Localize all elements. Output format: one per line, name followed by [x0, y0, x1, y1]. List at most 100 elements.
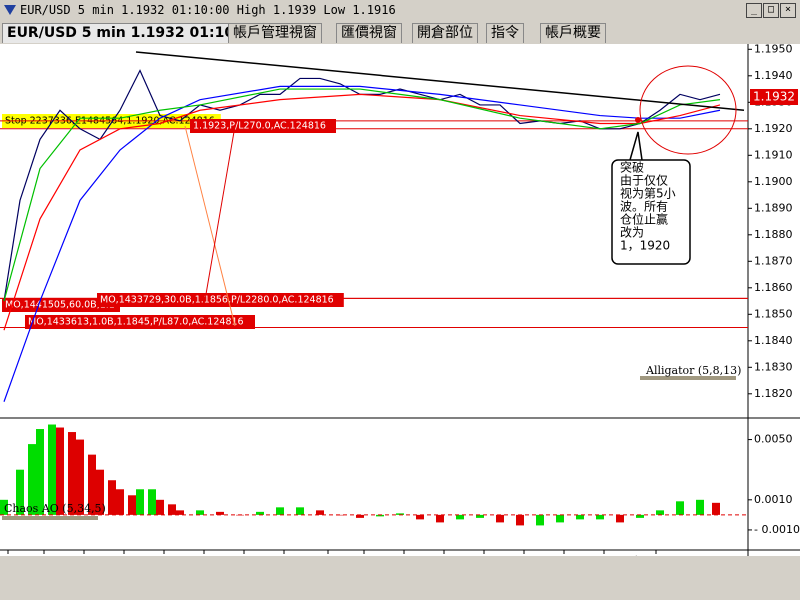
ao-bar — [712, 502, 720, 515]
order-label-box — [97, 293, 344, 307]
window-title: EUR/USD 5 min 1.1932 01:10:00 High 1.193… — [20, 3, 396, 17]
x-tick-label: 21:50 — [548, 555, 580, 556]
x-tick-label: 15:45 — [268, 555, 300, 556]
x-tick-label: 20:10 — [468, 555, 500, 556]
note-line: 突破 — [620, 160, 644, 175]
x-tick-label: 21:00 — [508, 555, 540, 556]
x-tick-label: 10:40 — [28, 555, 60, 556]
x-tick-label: 18:30 — [388, 555, 420, 556]
ao-bar — [696, 499, 704, 515]
alligator-line — [3, 85, 721, 402]
order-label-box — [190, 119, 336, 133]
y-tick-label: 1.1880 — [754, 228, 793, 241]
y-tick-label: 1.1830 — [754, 360, 793, 373]
y-tick-label: 0.0010 — [754, 493, 793, 506]
alligator-line — [3, 88, 721, 302]
ao-bar — [276, 507, 284, 515]
ao-bar — [516, 514, 524, 526]
ao-bar — [88, 454, 96, 515]
ao-bar — [68, 432, 76, 515]
x-tick-label: 19:20 — [428, 555, 460, 556]
ao-bar — [576, 514, 584, 520]
ao-bar — [496, 514, 504, 523]
note-line: 由于仅仅 — [620, 174, 668, 188]
current-price-label: 1.1932 — [753, 90, 795, 104]
y-tick-label: 1.1950 — [754, 44, 793, 55]
ao-bar — [476, 514, 484, 518]
y-tick-label: 1.1850 — [754, 307, 793, 320]
ao-bar — [676, 501, 684, 515]
x-tick-label: 14:55 — [228, 555, 260, 556]
alligator-line — [3, 93, 721, 331]
y-tick-label: 1.1870 — [754, 254, 793, 267]
ao-bar — [28, 444, 36, 515]
ao-bar — [216, 511, 224, 515]
ao-bar — [356, 514, 364, 518]
order-label: 1.1923,P/L270.0,AC.124816 — [193, 121, 326, 132]
tab[interactable]: 帳戶概要 — [540, 23, 606, 43]
ao-bar — [456, 514, 464, 520]
ao-bar — [316, 510, 324, 515]
y-tick-label: 1.1820 — [754, 387, 793, 400]
title-bar: EUR/USD 5 min 1.1932 01:10:00 High 1.193… — [0, 0, 800, 21]
ao-bar — [136, 489, 144, 515]
ao-bar — [176, 510, 184, 515]
ao-bar — [536, 514, 544, 526]
tab[interactable]: 帳戶管理視窗 — [228, 23, 322, 43]
x-tick-label: 十一月 27 — [631, 554, 682, 556]
chart: 1.19501.19401.19301.19201.19101.19001.18… — [0, 44, 800, 556]
ao-bar — [36, 429, 44, 515]
y-tick-label: 1.1900 — [754, 175, 793, 188]
note-line: 1，1920 — [620, 239, 670, 253]
ao-bar — [16, 469, 24, 515]
current-price-box — [750, 89, 798, 105]
y-tick-label: 1.1890 — [754, 201, 793, 214]
app-icon — [4, 5, 16, 15]
tab[interactable]: 匯價視窗 — [336, 23, 402, 43]
note-line: 改为 — [620, 226, 644, 240]
tab-bar: EUR/USD 5 min 1.1932 01:10:00 帳戶管理視窗 匯價視窗開… — [0, 22, 800, 44]
note-line: 仓位止赢 — [620, 212, 668, 227]
y-tick-label: 0.0050 — [754, 433, 793, 446]
note-line: 视为第5小 — [620, 186, 676, 201]
ao-bar — [656, 510, 664, 515]
trend-line — [135, 51, 745, 111]
x-tick-label: 11:30 — [68, 555, 100, 556]
ao-bar — [296, 507, 304, 515]
ao-bar — [56, 427, 64, 515]
order-label: MO,1433729,30.0B,1.1856,P/L2280.0,AC.124… — [100, 295, 334, 306]
tab[interactable]: EUR/USD 5 min 1.1932 01:10:00 — [2, 23, 265, 43]
minimize-button[interactable]: _ — [746, 3, 762, 18]
order-label: MO,1441505,60.0B,1.1 — [5, 300, 115, 311]
ao-bar — [96, 469, 104, 515]
order-label-box — [2, 298, 120, 312]
x-tick-label: :50 — [0, 555, 17, 556]
x-tick-label: 22:45 — [588, 555, 620, 556]
x-tick-label: 14:00 — [188, 555, 220, 556]
ao-bar — [256, 511, 264, 515]
tab[interactable]: 開倉部位 — [412, 23, 478, 43]
ao-bar — [116, 489, 124, 515]
ao-bar — [436, 514, 444, 523]
maximize-button[interactable]: □ — [763, 3, 779, 18]
highlight-circle — [639, 65, 737, 155]
ao-bar — [156, 499, 164, 515]
ao-bar — [616, 514, 624, 523]
ao-bar — [128, 495, 136, 515]
ao-bar — [396, 513, 404, 515]
indicator-label-shadow — [640, 376, 736, 380]
indicator-label: Alligator (5,8,13) — [645, 364, 741, 377]
indicator-label: Chaos AO (5,34,5) — [4, 502, 106, 515]
ao-bar — [416, 514, 424, 520]
order-connector — [184, 125, 236, 327]
ao-bar — [76, 439, 84, 515]
close-button[interactable]: × — [780, 3, 796, 18]
ao-bar — [148, 489, 156, 515]
note-line: 波。所有 — [620, 200, 668, 214]
ao-bar — [108, 480, 116, 515]
y-tick-label: 1.1940 — [754, 69, 793, 82]
tab[interactable]: 指令 — [486, 23, 524, 43]
ao-bar — [596, 514, 604, 520]
y-tick-label: 1.1840 — [754, 334, 793, 347]
y-tick-label: 1.1920 — [754, 122, 793, 135]
